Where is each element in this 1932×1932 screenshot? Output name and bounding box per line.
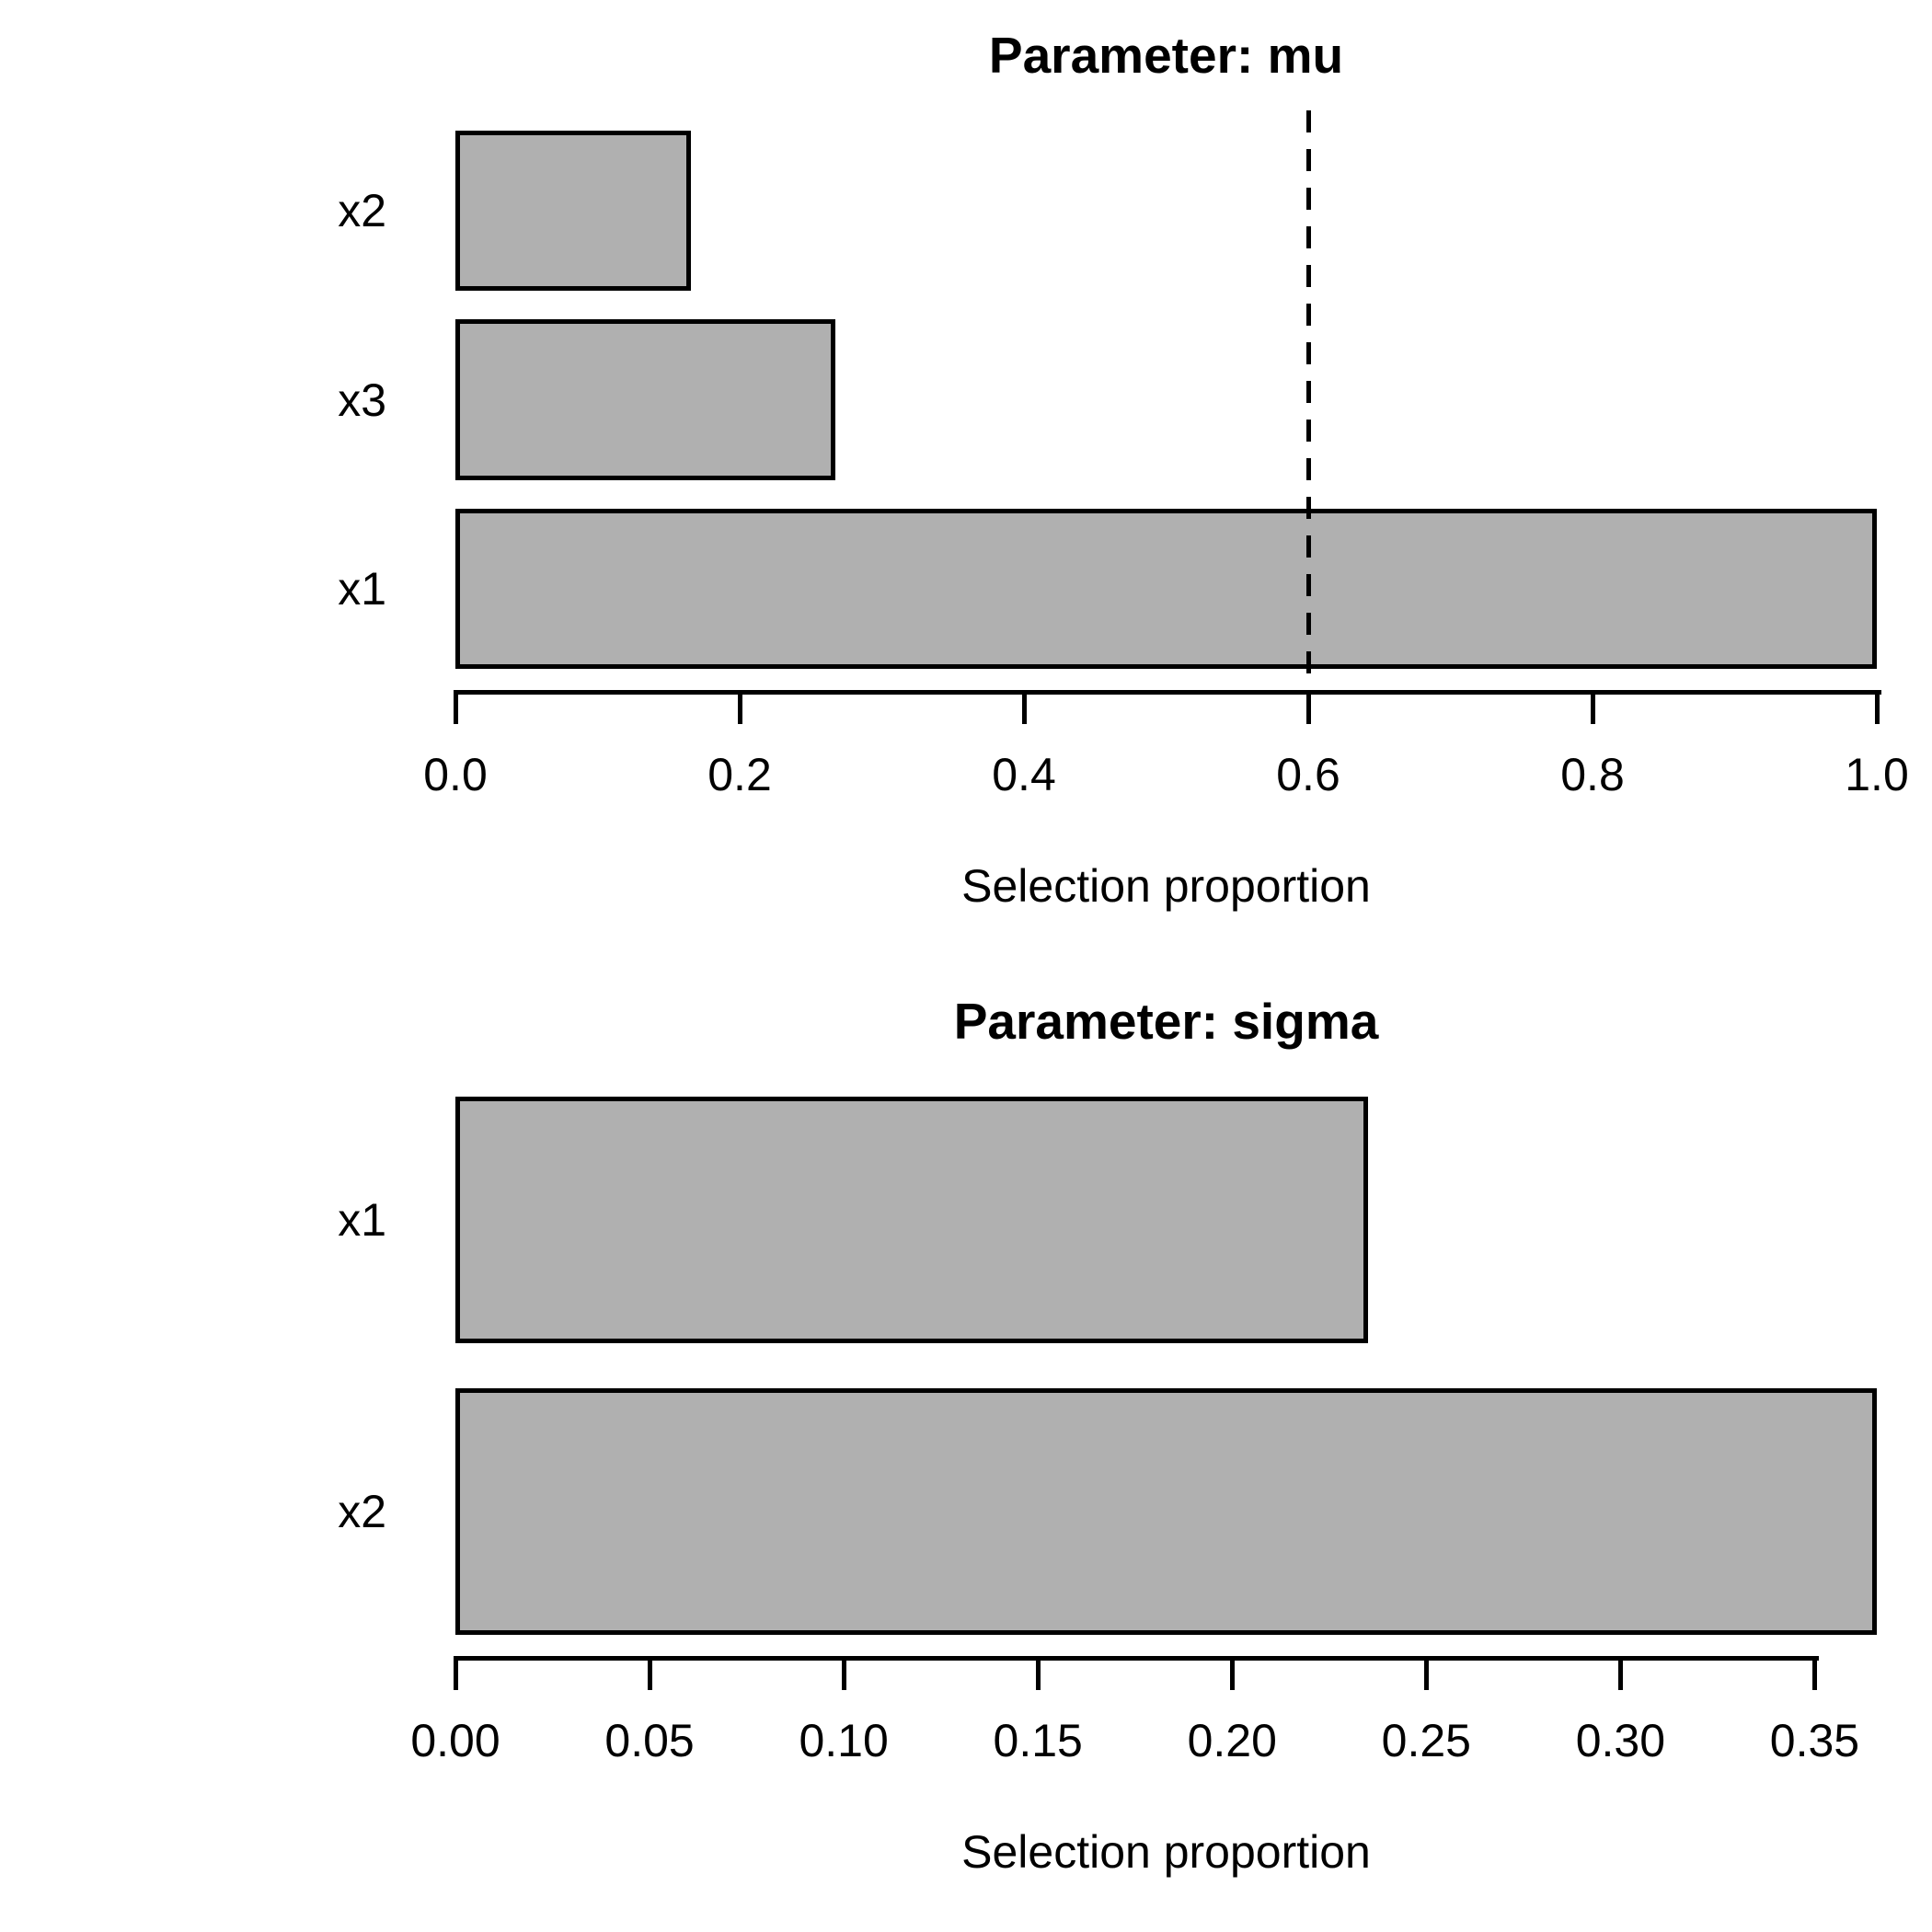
chart-title-mu: Parameter: mu <box>988 27 1344 84</box>
x-axis-tick <box>1035 1656 1041 1690</box>
x-axis-tick-label: 1.0 <box>1845 749 1909 800</box>
x-axis-tick <box>1811 1656 1817 1690</box>
x-axis-tick <box>453 1656 458 1690</box>
chart-title-sigma: Parameter: sigma <box>953 993 1379 1050</box>
bar-x2 <box>455 1387 1877 1635</box>
x-axis-tick-label: 0.4 <box>992 749 1056 800</box>
x-axis-tick <box>841 1656 846 1690</box>
bar-x2 <box>455 131 692 292</box>
x-axis-tick <box>1423 1656 1429 1690</box>
threshold-line <box>1305 110 1311 690</box>
x-axis-tick-label: 0.15 <box>993 1715 1083 1766</box>
x-axis-line <box>455 690 1881 695</box>
x-axis-tick-label: 0.25 <box>1381 1715 1471 1766</box>
x-axis-tick-label: 0.35 <box>1769 1715 1860 1766</box>
x-axis-line <box>455 1656 1820 1661</box>
bar-x3 <box>455 319 835 480</box>
y-axis-label-x2: x2 <box>338 185 386 237</box>
x-axis-tick-label: 0.2 <box>707 749 772 800</box>
x-axis-tick <box>1229 1656 1235 1690</box>
x-axis-tick <box>647 1656 652 1690</box>
x-axis-tick-label: 0.30 <box>1575 1715 1666 1766</box>
x-axis-tick-label: 0.00 <box>410 1715 500 1766</box>
x-axis-tick <box>1590 690 1595 724</box>
x-axis-title-sigma: Selection proportion <box>961 1826 1371 1878</box>
y-axis-label-x1: x1 <box>338 562 386 615</box>
x-axis-tick-label: 0.10 <box>799 1715 889 1766</box>
x-axis-tick <box>737 690 742 724</box>
x-axis-tick-label: 0.0 <box>423 749 488 800</box>
y-axis-label-x1: x1 <box>338 1194 386 1247</box>
y-axis-label-x3: x3 <box>338 374 386 426</box>
x-axis-tick <box>1021 690 1027 724</box>
x-axis-title-mu: Selection proportion <box>961 860 1371 912</box>
x-axis-tick-label: 0.8 <box>1560 749 1625 800</box>
bar-x1 <box>455 1097 1368 1344</box>
x-axis-tick <box>1305 690 1311 724</box>
x-axis-tick-label: 0.6 <box>1276 749 1340 800</box>
x-axis-tick <box>1617 1656 1623 1690</box>
chart-sigma-panel: Parameter: sigma Selection proportion x1… <box>0 966 1932 1932</box>
y-axis-label-x2: x2 <box>338 1485 386 1537</box>
x-axis-tick <box>1874 690 1880 724</box>
bar-x1 <box>455 508 1877 669</box>
x-axis-tick <box>453 690 458 724</box>
x-axis-tick-label: 0.20 <box>1187 1715 1277 1766</box>
x-axis-tick-label: 0.05 <box>604 1715 695 1766</box>
chart-mu-panel: Parameter: mu Selection proportion x2 x3 x… <box>338 27 1909 912</box>
